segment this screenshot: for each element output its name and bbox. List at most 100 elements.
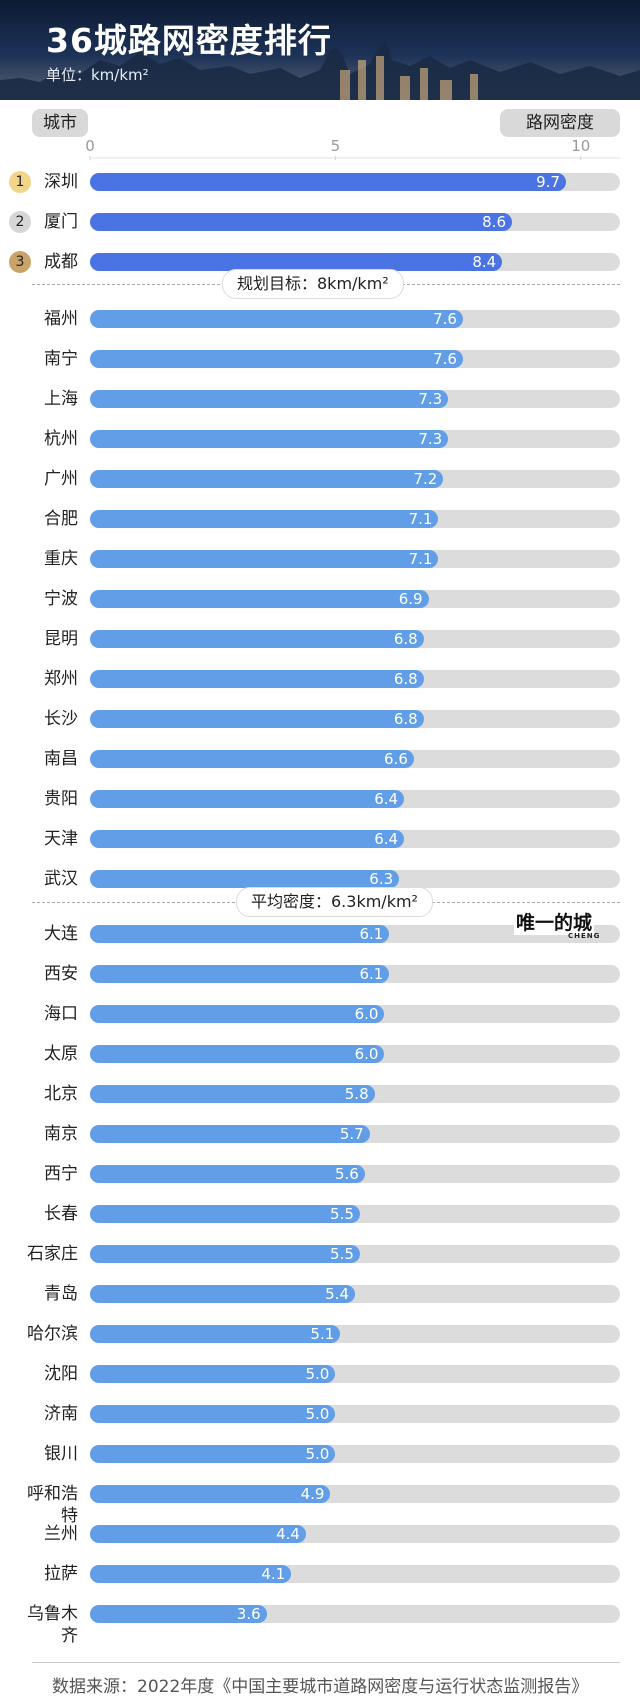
header-banner: 36城路网密度排行 单位：km/km² <box>0 0 640 100</box>
city-label: 上海 <box>44 389 78 409</box>
value-label: 3.6 <box>236 1605 261 1623</box>
bar <box>90 1045 385 1063</box>
city-label: 青岛 <box>44 1284 78 1304</box>
city-label: 南京 <box>44 1124 78 1144</box>
city-label: 长春 <box>44 1204 78 1224</box>
value-label: 5.7 <box>339 1125 364 1143</box>
bar <box>90 925 390 943</box>
value-label: 6.4 <box>374 830 399 848</box>
value-label: 9.7 <box>536 173 561 191</box>
rank-badge: 1 <box>9 171 31 193</box>
chart-title: 36城路网密度排行 <box>46 21 332 60</box>
bar <box>90 1605 267 1623</box>
value-label: 5.0 <box>305 1405 330 1423</box>
bar <box>90 1365 336 1383</box>
city-label: 哈尔滨 <box>27 1324 78 1344</box>
bar <box>90 1165 365 1183</box>
city-label: 拉萨 <box>44 1564 78 1584</box>
value-label: 4.4 <box>276 1525 300 1543</box>
reference-line-label: 规划目标：8km/km² <box>222 269 404 299</box>
value-label: 7.1 <box>408 550 433 568</box>
bar <box>90 350 463 368</box>
bar <box>90 630 424 648</box>
brand-logo-sub: CHENG <box>568 932 601 940</box>
density-column-header: 路网密度 <box>500 109 620 137</box>
bar <box>90 310 463 328</box>
bar <box>90 550 439 568</box>
city-column-header: 城市 <box>32 109 88 137</box>
bar <box>90 790 405 808</box>
city-label: 乌鲁木齐 <box>27 1604 78 1646</box>
value-label: 7.6 <box>433 350 457 368</box>
city-label: 武汉 <box>44 869 78 889</box>
bar <box>90 1085 375 1103</box>
value-label: 4.1 <box>261 1565 286 1583</box>
city-label: 贵阳 <box>44 789 78 809</box>
bar <box>90 1525 306 1543</box>
value-label: 8.4 <box>472 253 497 271</box>
city-label: 厦门 <box>44 212 78 232</box>
value-label: 5.8 <box>344 1085 369 1103</box>
bar <box>90 670 424 688</box>
city-label: 成都 <box>44 252 78 272</box>
bar <box>90 965 390 983</box>
city-label: 石家庄 <box>27 1244 78 1264</box>
city-label: 广州 <box>44 469 78 489</box>
value-label: 5.0 <box>305 1445 330 1463</box>
value-label: 5.5 <box>330 1245 354 1263</box>
bar <box>90 1485 331 1503</box>
value-label: 5.1 <box>310 1325 335 1343</box>
value-label: 6.8 <box>393 710 418 728</box>
bar <box>90 750 414 768</box>
bar <box>90 1125 370 1143</box>
unit-label: 单位：km/km² <box>46 66 149 84</box>
city-label: 南宁 <box>44 349 78 369</box>
bar <box>90 1245 360 1263</box>
city-label: 太原 <box>44 1044 78 1064</box>
value-label: 4.9 <box>300 1485 325 1503</box>
value-label: 5.0 <box>305 1365 330 1383</box>
city-label: 呼和浩特 <box>27 1484 78 1526</box>
bar <box>90 1565 292 1583</box>
brand-logo: 唯一的城 <box>514 908 595 935</box>
city-label: 深圳 <box>44 172 78 192</box>
city-label: 杭州 <box>44 429 78 449</box>
city-label: 兰州 <box>44 1524 78 1544</box>
bar <box>90 390 449 408</box>
source-note: 数据来源：2022年度《中国主要城市道路网密度与运行状态监测报告》 <box>52 1677 589 1697</box>
value-label: 6.8 <box>393 630 418 648</box>
value-label: 8.6 <box>482 213 507 231</box>
city-label: 济南 <box>44 1404 78 1424</box>
bar <box>90 1285 355 1303</box>
bar <box>90 1005 385 1023</box>
footer-divider <box>32 1662 620 1663</box>
city-label: 沈阳 <box>44 1364 78 1384</box>
bar <box>90 253 503 271</box>
bar <box>90 173 567 191</box>
x-tick-label: 5 <box>331 137 341 155</box>
bar <box>90 430 449 448</box>
city-skyline-image <box>0 42 640 100</box>
city-label: 郑州 <box>44 669 78 689</box>
city-label: 银川 <box>44 1444 78 1464</box>
value-label: 7.6 <box>433 310 457 328</box>
value-label: 6.4 <box>374 790 399 808</box>
value-label: 6.3 <box>369 870 394 888</box>
city-label: 宁波 <box>44 589 78 609</box>
value-label: 7.2 <box>413 470 438 488</box>
city-label: 西安 <box>44 964 78 984</box>
value-label: 5.5 <box>330 1205 354 1223</box>
bar <box>90 1445 336 1463</box>
city-label: 昆明 <box>44 629 78 649</box>
bar <box>90 470 444 488</box>
value-label: 6.0 <box>354 1045 379 1063</box>
value-label: 6.8 <box>393 670 418 688</box>
value-label: 6.1 <box>359 925 384 943</box>
city-label: 天津 <box>44 829 78 849</box>
value-label: 7.1 <box>408 510 433 528</box>
bar <box>90 710 424 728</box>
bar <box>90 870 400 888</box>
city-label: 北京 <box>44 1084 78 1104</box>
bar <box>90 830 405 848</box>
rank-badge: 2 <box>9 211 31 233</box>
